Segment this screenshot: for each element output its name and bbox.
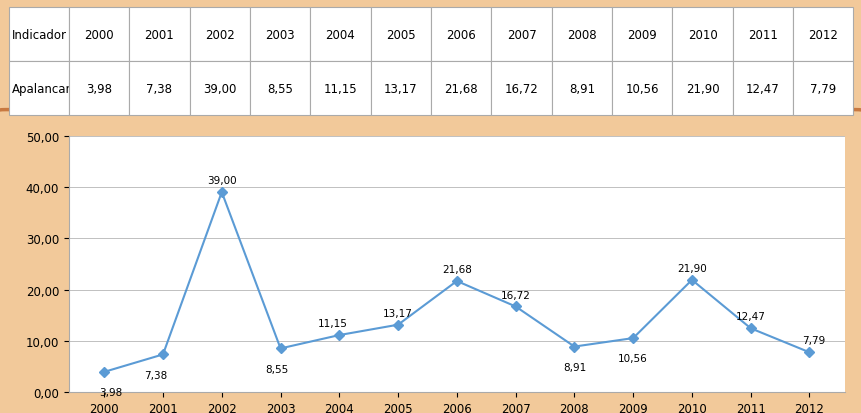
APALANCAMIENTO	[568, 344, 579, 349]
APALANCAMIENTO	[628, 336, 638, 341]
APALANCAMIENTO	[745, 326, 755, 331]
Text: 3,98: 3,98	[99, 387, 122, 397]
APALANCAMIENTO	[393, 323, 403, 328]
Text: 16,72: 16,72	[500, 290, 530, 300]
Text: 39,00: 39,00	[207, 176, 236, 186]
APALANCAMIENTO	[686, 278, 697, 282]
APALANCAMIENTO	[803, 350, 814, 355]
Text: 7,38: 7,38	[145, 370, 168, 380]
Text: 8,55: 8,55	[264, 364, 288, 374]
APALANCAMIENTO	[334, 333, 344, 338]
Text: 11,15: 11,15	[317, 318, 347, 328]
APALANCAMIENTO	[99, 370, 109, 375]
FancyBboxPatch shape	[0, 110, 861, 413]
APALANCAMIENTO	[451, 279, 461, 284]
Text: 10,56: 10,56	[617, 354, 647, 363]
Text: 7,79: 7,79	[801, 335, 824, 346]
APALANCAMIENTO	[216, 190, 226, 195]
Line: APALANCAMIENTO: APALANCAMIENTO	[101, 189, 812, 375]
APALANCAMIENTO	[510, 304, 520, 309]
Text: 13,17: 13,17	[382, 308, 412, 318]
Text: 21,90: 21,90	[676, 263, 706, 273]
Text: 12,47: 12,47	[735, 311, 765, 322]
APALANCAMIENTO	[275, 346, 285, 351]
Text: 8,91: 8,91	[562, 362, 585, 372]
APALANCAMIENTO	[158, 352, 168, 357]
Text: 21,68: 21,68	[442, 264, 471, 274]
